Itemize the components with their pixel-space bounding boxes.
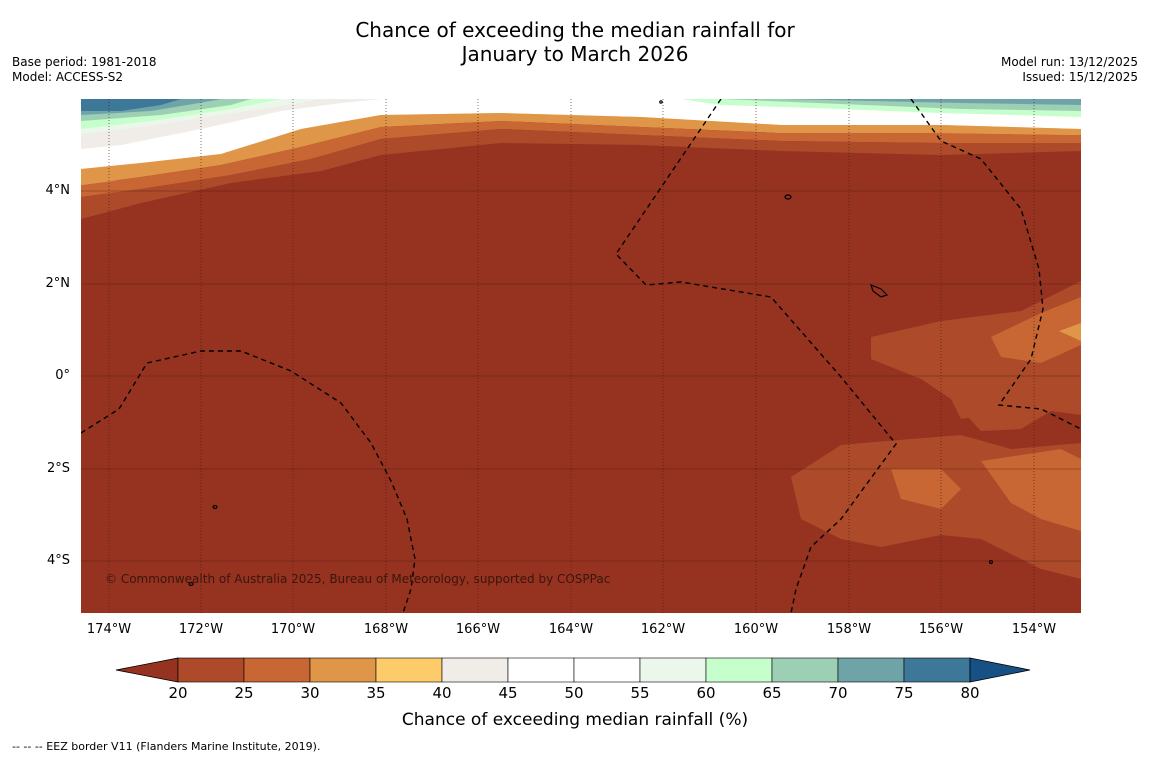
colorbar-segment: [441, 657, 509, 683]
colorbar-tick-label: 75: [894, 684, 914, 702]
se-patch-30-35: [1059, 323, 1081, 341]
title-line-2: January to March 2026: [461, 42, 689, 66]
lat-label-2n: 2°N: [45, 276, 71, 291]
colorbar-segment: [837, 657, 905, 683]
colorbar-tick-label: 60: [696, 684, 716, 702]
base-period: Base period: 1981-2018: [12, 55, 157, 69]
colorbar-segment: [507, 657, 575, 683]
graticule-lat: [81, 190, 1081, 562]
colorbar-segment: [771, 657, 839, 683]
sse-patch-25-30: [891, 449, 1081, 531]
colorbar-tick-label: 20: [168, 684, 188, 702]
colorbar-segment: [573, 657, 641, 683]
colorbar-tick-label: 70: [828, 684, 848, 702]
lat-label-2s: 2°S: [46, 461, 70, 476]
se-patch-25-30: [991, 297, 1081, 363]
colorbar-tick-label: 45: [498, 684, 518, 702]
band-20-25-north: [81, 129, 1081, 219]
band-25-30: [81, 121, 1081, 197]
colorbar-segment: [903, 657, 971, 683]
map-title: Chance of exceeding the median rainfall …: [0, 18, 1150, 66]
colorbar-extend-high: [969, 657, 1031, 683]
lon-label-174w: 174°W: [86, 622, 132, 637]
se-patch-20-25: [871, 281, 1081, 419]
model-run: Model run: 13/12/2025: [1000, 55, 1138, 69]
eez-legend: -- -- -- EEZ border V11 (Flanders Marine…: [12, 740, 321, 753]
se-patch-20-25-east: [951, 387, 1081, 431]
model-name: Model: ACCESS-S2: [12, 70, 124, 84]
meta-left: Base period: 1981-2018 Model: ACCESS-S2: [12, 55, 157, 85]
islands: [188, 100, 994, 587]
lat-label-4n: 4°N: [45, 183, 71, 198]
band-30-35: [81, 113, 1081, 185]
colorbar-segment: [243, 657, 311, 683]
colorbar-tick-label: 40: [432, 684, 452, 702]
lat-label-4s: 4°S: [46, 553, 70, 568]
colorbar-tick-label: 55: [630, 684, 650, 702]
lon-label-164w: 164°W: [548, 622, 594, 637]
issued-date: Issued: 15/12/2025: [1022, 70, 1138, 84]
band-white: [81, 99, 1081, 189]
copyright-notice: © Commonwealth of Australia 2025, Bureau…: [105, 572, 611, 586]
colorbar-tick-label: 65: [762, 684, 782, 702]
colorbar-tick-label: 80: [960, 684, 980, 702]
colorbar-tick-label: 25: [234, 684, 254, 702]
ne-band-70: [781, 99, 1081, 105]
colorbar-tick-label: 50: [564, 684, 584, 702]
lon-label-162w: 162°W: [640, 622, 686, 637]
lon-label-158w: 158°W: [826, 622, 872, 637]
colorbar-label: Chance of exceeding median rainfall (%): [401, 710, 749, 730]
rainfall-map: [81, 99, 1081, 613]
colorbar-segment: [375, 657, 443, 683]
band-75-80: [81, 99, 181, 111]
lon-label-166w: 166°W: [455, 622, 501, 637]
lon-label-170w: 170°W: [270, 622, 316, 637]
lon-label-160w: 160°W: [733, 622, 779, 637]
title-line-1: Chance of exceeding the median rainfall …: [355, 18, 795, 42]
colorbar-segment: [639, 657, 707, 683]
lon-label-168w: 168°W: [363, 622, 409, 637]
lat-label-0: 0°: [55, 368, 70, 383]
colorbar-tick-label: 35: [366, 684, 386, 702]
lon-label-172w: 172°W: [178, 622, 224, 637]
lon-label-154w: 154°W: [1011, 622, 1057, 637]
lon-label-156w: 156°W: [918, 622, 964, 637]
colorbar-segment: [705, 657, 773, 683]
eez-borders: [81, 99, 1081, 613]
colorbar-tick-label: 30: [300, 684, 320, 702]
meta-right: Model run: 13/12/2025 Issued: 15/12/2025: [1001, 55, 1138, 85]
colorbar: [115, 657, 1031, 683]
colorbar-extend-low: [115, 657, 179, 683]
colorbar-segment: [177, 657, 245, 683]
colorbar-segment: [309, 657, 377, 683]
